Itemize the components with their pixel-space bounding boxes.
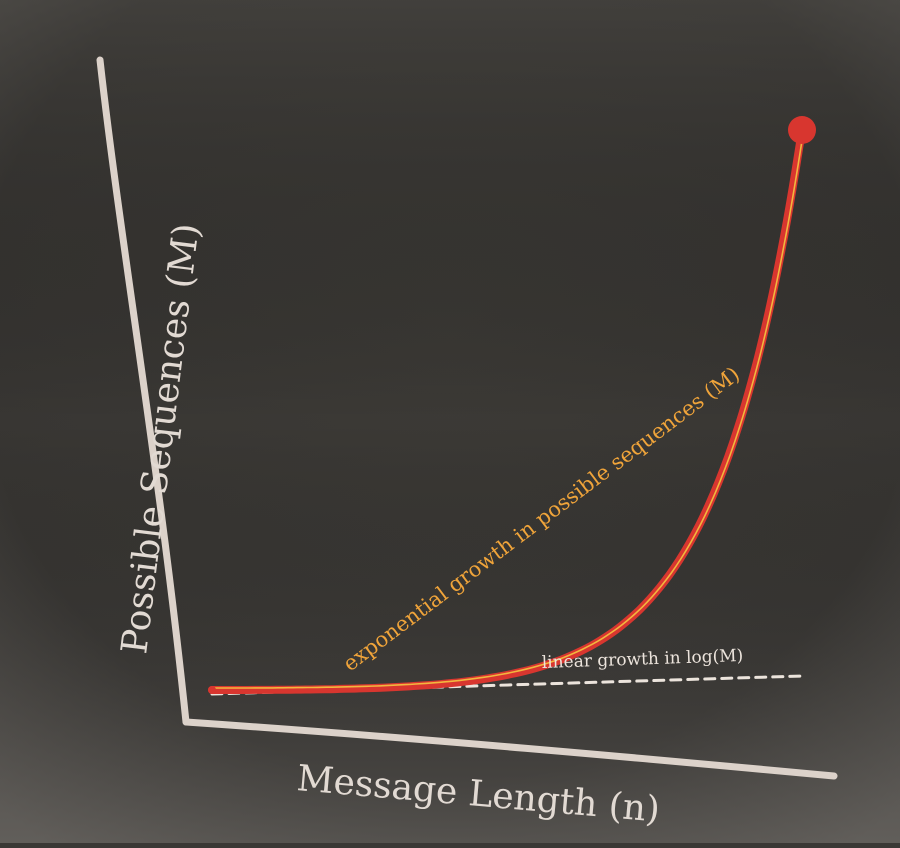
x-axis — [182, 718, 838, 780]
exponential-start-cap — [208, 686, 216, 694]
exponential-series-line — [208, 126, 806, 694]
series-exponential-growth — [208, 116, 816, 694]
y-axis — [96, 56, 190, 726]
exponential-series-highlight — [213, 127, 805, 689]
exponential-endpoint-marker — [788, 116, 816, 144]
